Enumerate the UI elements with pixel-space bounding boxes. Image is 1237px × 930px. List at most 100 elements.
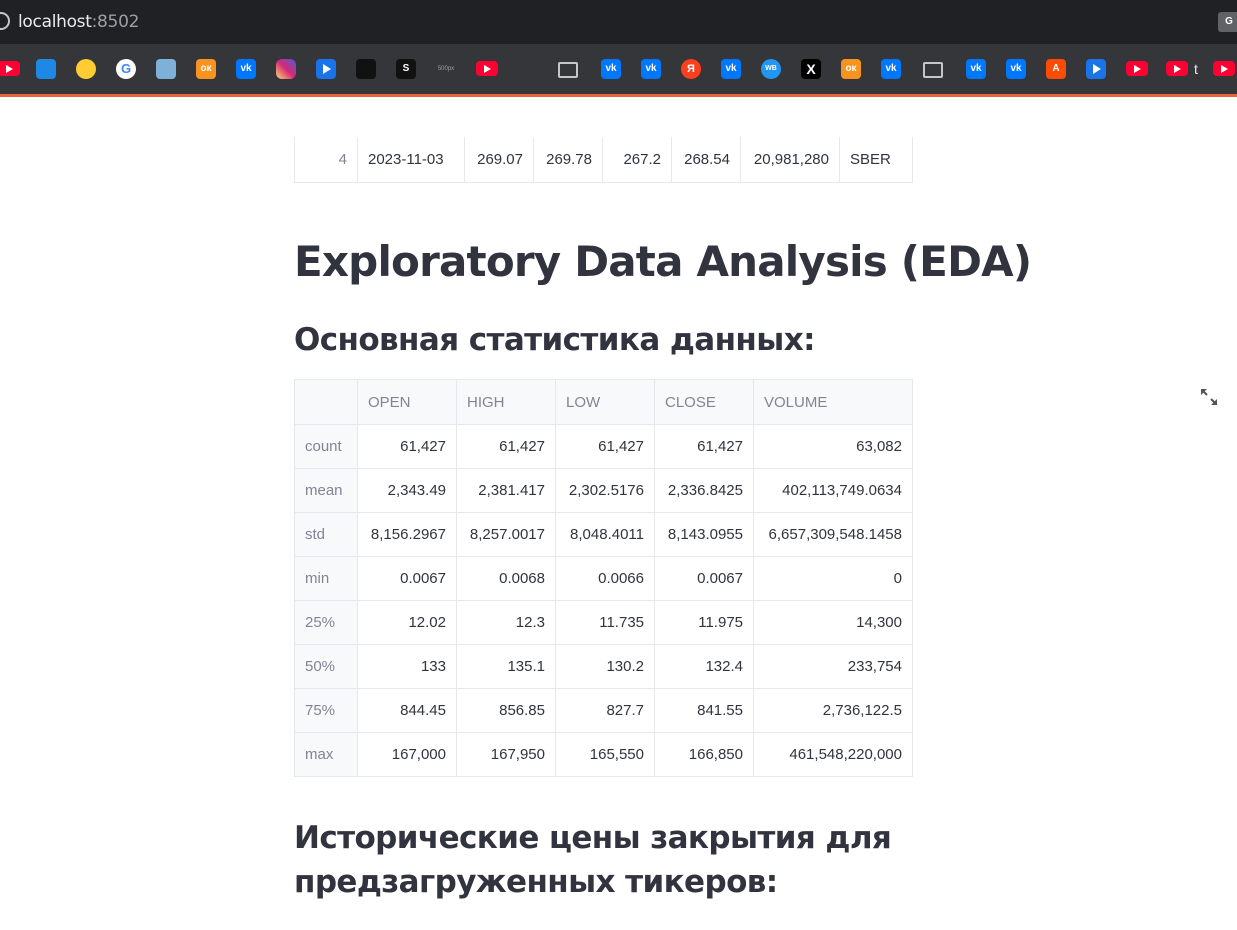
cell-close[interactable]: 841.55	[654, 688, 754, 733]
instagram-icon[interactable]	[276, 59, 296, 79]
folder-icon[interactable]	[923, 62, 943, 78]
translate-icon[interactable]: G	[1218, 12, 1237, 32]
vk-icon[interactable]: vk	[641, 59, 661, 79]
cell-low[interactable]: 130.2	[555, 644, 655, 689]
youtube-icon[interactable]	[476, 61, 498, 76]
browser-address-bar: localhost:8502 G	[0, 0, 1237, 44]
cell-open[interactable]: 8,156.2967	[357, 512, 457, 557]
cell-low[interactable]: 165,550	[555, 732, 655, 777]
table-row: 25% 12.02 12.3 11.735 11.975 14,300	[294, 600, 913, 645]
row-label: mean	[294, 468, 358, 513]
cell-high[interactable]: 0.0068	[456, 556, 556, 601]
cell-high[interactable]: 167,950	[456, 732, 556, 777]
folder-icon[interactable]	[558, 62, 578, 78]
fullscreen-expand-icon[interactable]	[1200, 388, 1218, 406]
cell-high[interactable]: 135.1	[456, 644, 556, 689]
cell-open[interactable]: 844.45	[357, 688, 457, 733]
statistics-table: OPEN HIGH LOW CLOSE VOLUME count 61,427 61…	[294, 379, 913, 777]
google-icon[interactable]: G	[116, 59, 136, 79]
cell-open[interactable]: 2,343.49	[357, 468, 457, 513]
cell-volume[interactable]: 2,736,122.5	[753, 688, 913, 733]
cell-low[interactable]: 267.2	[602, 137, 672, 183]
500px-icon[interactable]: 500px	[437, 66, 455, 72]
cell-close[interactable]: 268.54	[671, 137, 741, 183]
vk-icon[interactable]: vk	[601, 59, 621, 79]
cell-low[interactable]: 11.735	[555, 600, 655, 645]
ok-icon[interactable]: ок	[196, 59, 216, 79]
cell-volume[interactable]: 461,548,220,000	[789, 746, 902, 763]
table-row: std 8,156.2967 8,257.0017 8,048.4011 8,143.0…	[294, 512, 913, 557]
cell-volume[interactable]: 233,754	[753, 644, 913, 689]
strava-icon[interactable]: A	[1046, 59, 1066, 79]
cell-high[interactable]: 2,381.417	[456, 468, 556, 513]
header-close[interactable]: CLOSE	[654, 379, 754, 425]
cell-date[interactable]: 2023-11-03	[357, 137, 465, 183]
cell-high[interactable]: 856.85	[456, 688, 556, 733]
cell-low[interactable]: 61,427	[555, 424, 655, 469]
cell-close[interactable]: 132.4	[654, 644, 754, 689]
table-row: min 0.0067 0.0068 0.0066 0.0067 0	[294, 556, 913, 601]
play-icon[interactable]	[1086, 59, 1106, 79]
cell-high[interactable]: 269.78	[533, 137, 603, 183]
cell-volume[interactable]: 63,082	[753, 424, 913, 469]
url-field[interactable]: localhost:8502	[18, 12, 139, 32]
cell-volume[interactable]: 402,113,749.0634	[753, 468, 913, 513]
header-low[interactable]: LOW	[555, 379, 655, 425]
cell-open[interactable]: 133	[357, 644, 457, 689]
squarespace-icon[interactable]: S	[396, 59, 416, 79]
play-icon[interactable]	[316, 59, 336, 79]
url-port: :8502	[91, 12, 140, 32]
row-label: min	[294, 556, 358, 601]
vk-icon[interactable]: vk	[966, 59, 986, 79]
row-label: max	[294, 732, 358, 777]
dark-app-icon[interactable]	[356, 59, 376, 79]
youtube-icon[interactable]	[1213, 61, 1235, 76]
cell-ticker[interactable]: SBER	[850, 151, 891, 168]
vk-icon[interactable]: vk	[721, 59, 741, 79]
youtube-icon[interactable]	[0, 61, 20, 76]
cell-open[interactable]: 61,427	[357, 424, 457, 469]
yandex-icon[interactable]: Я	[681, 59, 701, 79]
row-label: count	[294, 424, 358, 469]
row-index: 4	[294, 137, 358, 183]
cell-open[interactable]: 167,000	[357, 732, 457, 777]
cell-high[interactable]: 61,427	[456, 424, 556, 469]
header-high[interactable]: HIGH	[456, 379, 556, 425]
cell-close[interactable]: 61,427	[654, 424, 754, 469]
header-open[interactable]: OPEN	[357, 379, 457, 425]
ok-icon[interactable]: ок	[841, 59, 861, 79]
vk-icon[interactable]: vk	[236, 59, 256, 79]
cell-high[interactable]: 12.3	[456, 600, 556, 645]
cell-open[interactable]: 12.02	[357, 600, 457, 645]
cell-volume[interactable]: 0	[753, 556, 913, 601]
header-volume[interactable]: VOLUME	[753, 379, 913, 425]
cell-low[interactable]: 8,048.4011	[555, 512, 655, 557]
youtube-icon[interactable]	[1126, 61, 1148, 76]
youtube-icon[interactable]	[1166, 61, 1188, 76]
cell-volume[interactable]: 6,657,309,548.1458	[753, 512, 913, 557]
cell-high[interactable]: 8,257.0017	[456, 512, 556, 557]
emoji-icon[interactable]	[76, 59, 96, 79]
cell-low[interactable]: 2,302.5176	[555, 468, 655, 513]
cell-close[interactable]: 2,336.8425	[654, 468, 754, 513]
cell-close[interactable]: 0.0067	[654, 556, 754, 601]
cell-close[interactable]: 8,143.0955	[654, 512, 754, 557]
site-info-icon[interactable]	[0, 12, 10, 30]
cell-close[interactable]: 166,850	[654, 732, 754, 777]
vk-icon[interactable]: vk	[881, 59, 901, 79]
row-label: 50%	[294, 644, 358, 689]
vk-icon[interactable]: vk	[1006, 59, 1026, 79]
cell-low[interactable]: 0.0066	[555, 556, 655, 601]
cell-open[interactable]: 269.07	[464, 137, 534, 183]
cell-volume[interactable]: 14,300	[753, 600, 913, 645]
cell-close[interactable]: 11.975	[654, 600, 754, 645]
app-icon[interactable]	[156, 59, 176, 79]
cell-volume[interactable]: 20,981,280	[740, 137, 840, 183]
wb-icon[interactable]: WB	[761, 59, 781, 79]
bookmark-label[interactable]: t	[1194, 61, 1198, 77]
cell-low[interactable]: 827.7	[555, 688, 655, 733]
cell-open[interactable]: 0.0067	[357, 556, 457, 601]
row-label: 75%	[294, 688, 358, 733]
chart-icon[interactable]	[36, 59, 56, 79]
x-icon[interactable]: X	[801, 59, 821, 79]
